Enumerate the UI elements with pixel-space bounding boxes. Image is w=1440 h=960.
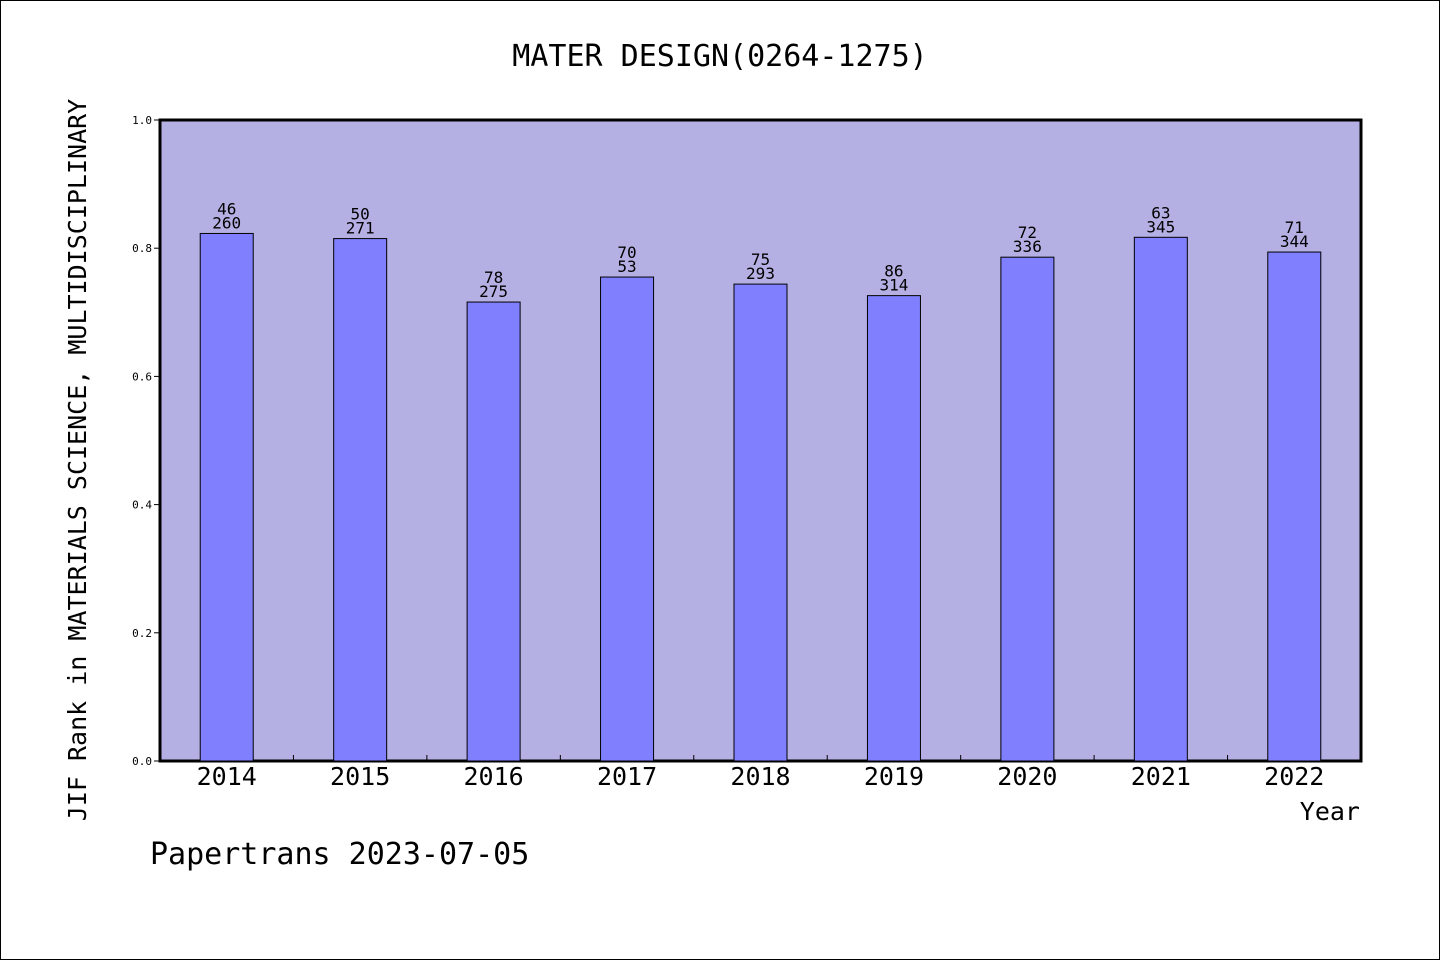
bar-rank-label: 71 <box>1285 218 1304 237</box>
x-tick-label: 2014 <box>197 762 257 791</box>
bar-total-label: 293 <box>746 264 775 283</box>
bar-total-label: 314 <box>879 276 908 295</box>
chart-title: MATER DESIGN(0264-1275) <box>512 39 927 74</box>
y-tick-label: 0.8 <box>132 242 152 255</box>
bar-2022 <box>1267 251 1322 762</box>
y-tick-label: 0.6 <box>132 370 152 383</box>
y-tick-label: 0.4 <box>132 499 152 512</box>
x-tick-label: 2021 <box>1131 762 1191 791</box>
bar-rank-label: 70 <box>617 243 636 262</box>
bar-total-label: 345 <box>1146 217 1175 236</box>
x-tick-label: 2016 <box>464 762 524 791</box>
y-axis: 0.0 0.2 0.4 0.6 0.8 1.0 <box>132 114 160 768</box>
watermark-text: Papertrans 2023-07-05 <box>150 837 529 872</box>
bar-total-label: 260 <box>212 213 241 232</box>
x-axis: 2014 2015 2016 2017 2018 2019 2020 2021 2022 <box>197 755 1324 791</box>
bar-2020 <box>1000 256 1055 762</box>
bar-total-label: 271 <box>346 219 375 238</box>
bar-2016 <box>466 301 521 762</box>
y-tick-label: 1.0 <box>132 114 152 127</box>
bars <box>199 232 1322 762</box>
y-tick-label: 0.2 <box>132 627 152 640</box>
x-tick-label: 2019 <box>864 762 924 791</box>
bar-rank-label: 72 <box>1018 223 1037 242</box>
bar-2015 <box>333 238 388 762</box>
y-tick-label: 0.0 <box>132 755 152 768</box>
bar-2017 <box>600 276 655 762</box>
x-tick-label: 2022 <box>1264 762 1324 791</box>
bar-2018 <box>733 283 788 762</box>
bar-2014 <box>199 232 254 762</box>
bar-rank-label: 86 <box>884 262 903 281</box>
bar-rank-label: 63 <box>1151 203 1170 222</box>
x-axis-title: Year <box>1300 797 1360 826</box>
bar-rank-label: 75 <box>751 250 770 269</box>
bar-rank-label: 78 <box>484 268 503 287</box>
y-axis-title: JIF Rank in MATERIALS SCIENCE, MULTIDISC… <box>63 99 92 821</box>
x-tick-label: 2015 <box>330 762 390 791</box>
bar-total-label: 336 <box>1013 237 1042 256</box>
bar-rank-label: 50 <box>351 205 370 224</box>
bar-total-label: 275 <box>479 282 508 301</box>
bar-total-label: 344 <box>1280 232 1309 251</box>
x-tick-label: 2020 <box>997 762 1057 791</box>
bar-rank-label: 46 <box>217 199 236 218</box>
x-tick-label: 2017 <box>597 762 657 791</box>
x-tick-label: 2018 <box>730 762 790 791</box>
bar-total-label: 53 <box>617 257 636 276</box>
bar-2021 <box>1133 236 1188 762</box>
bar-2019 <box>866 295 921 762</box>
